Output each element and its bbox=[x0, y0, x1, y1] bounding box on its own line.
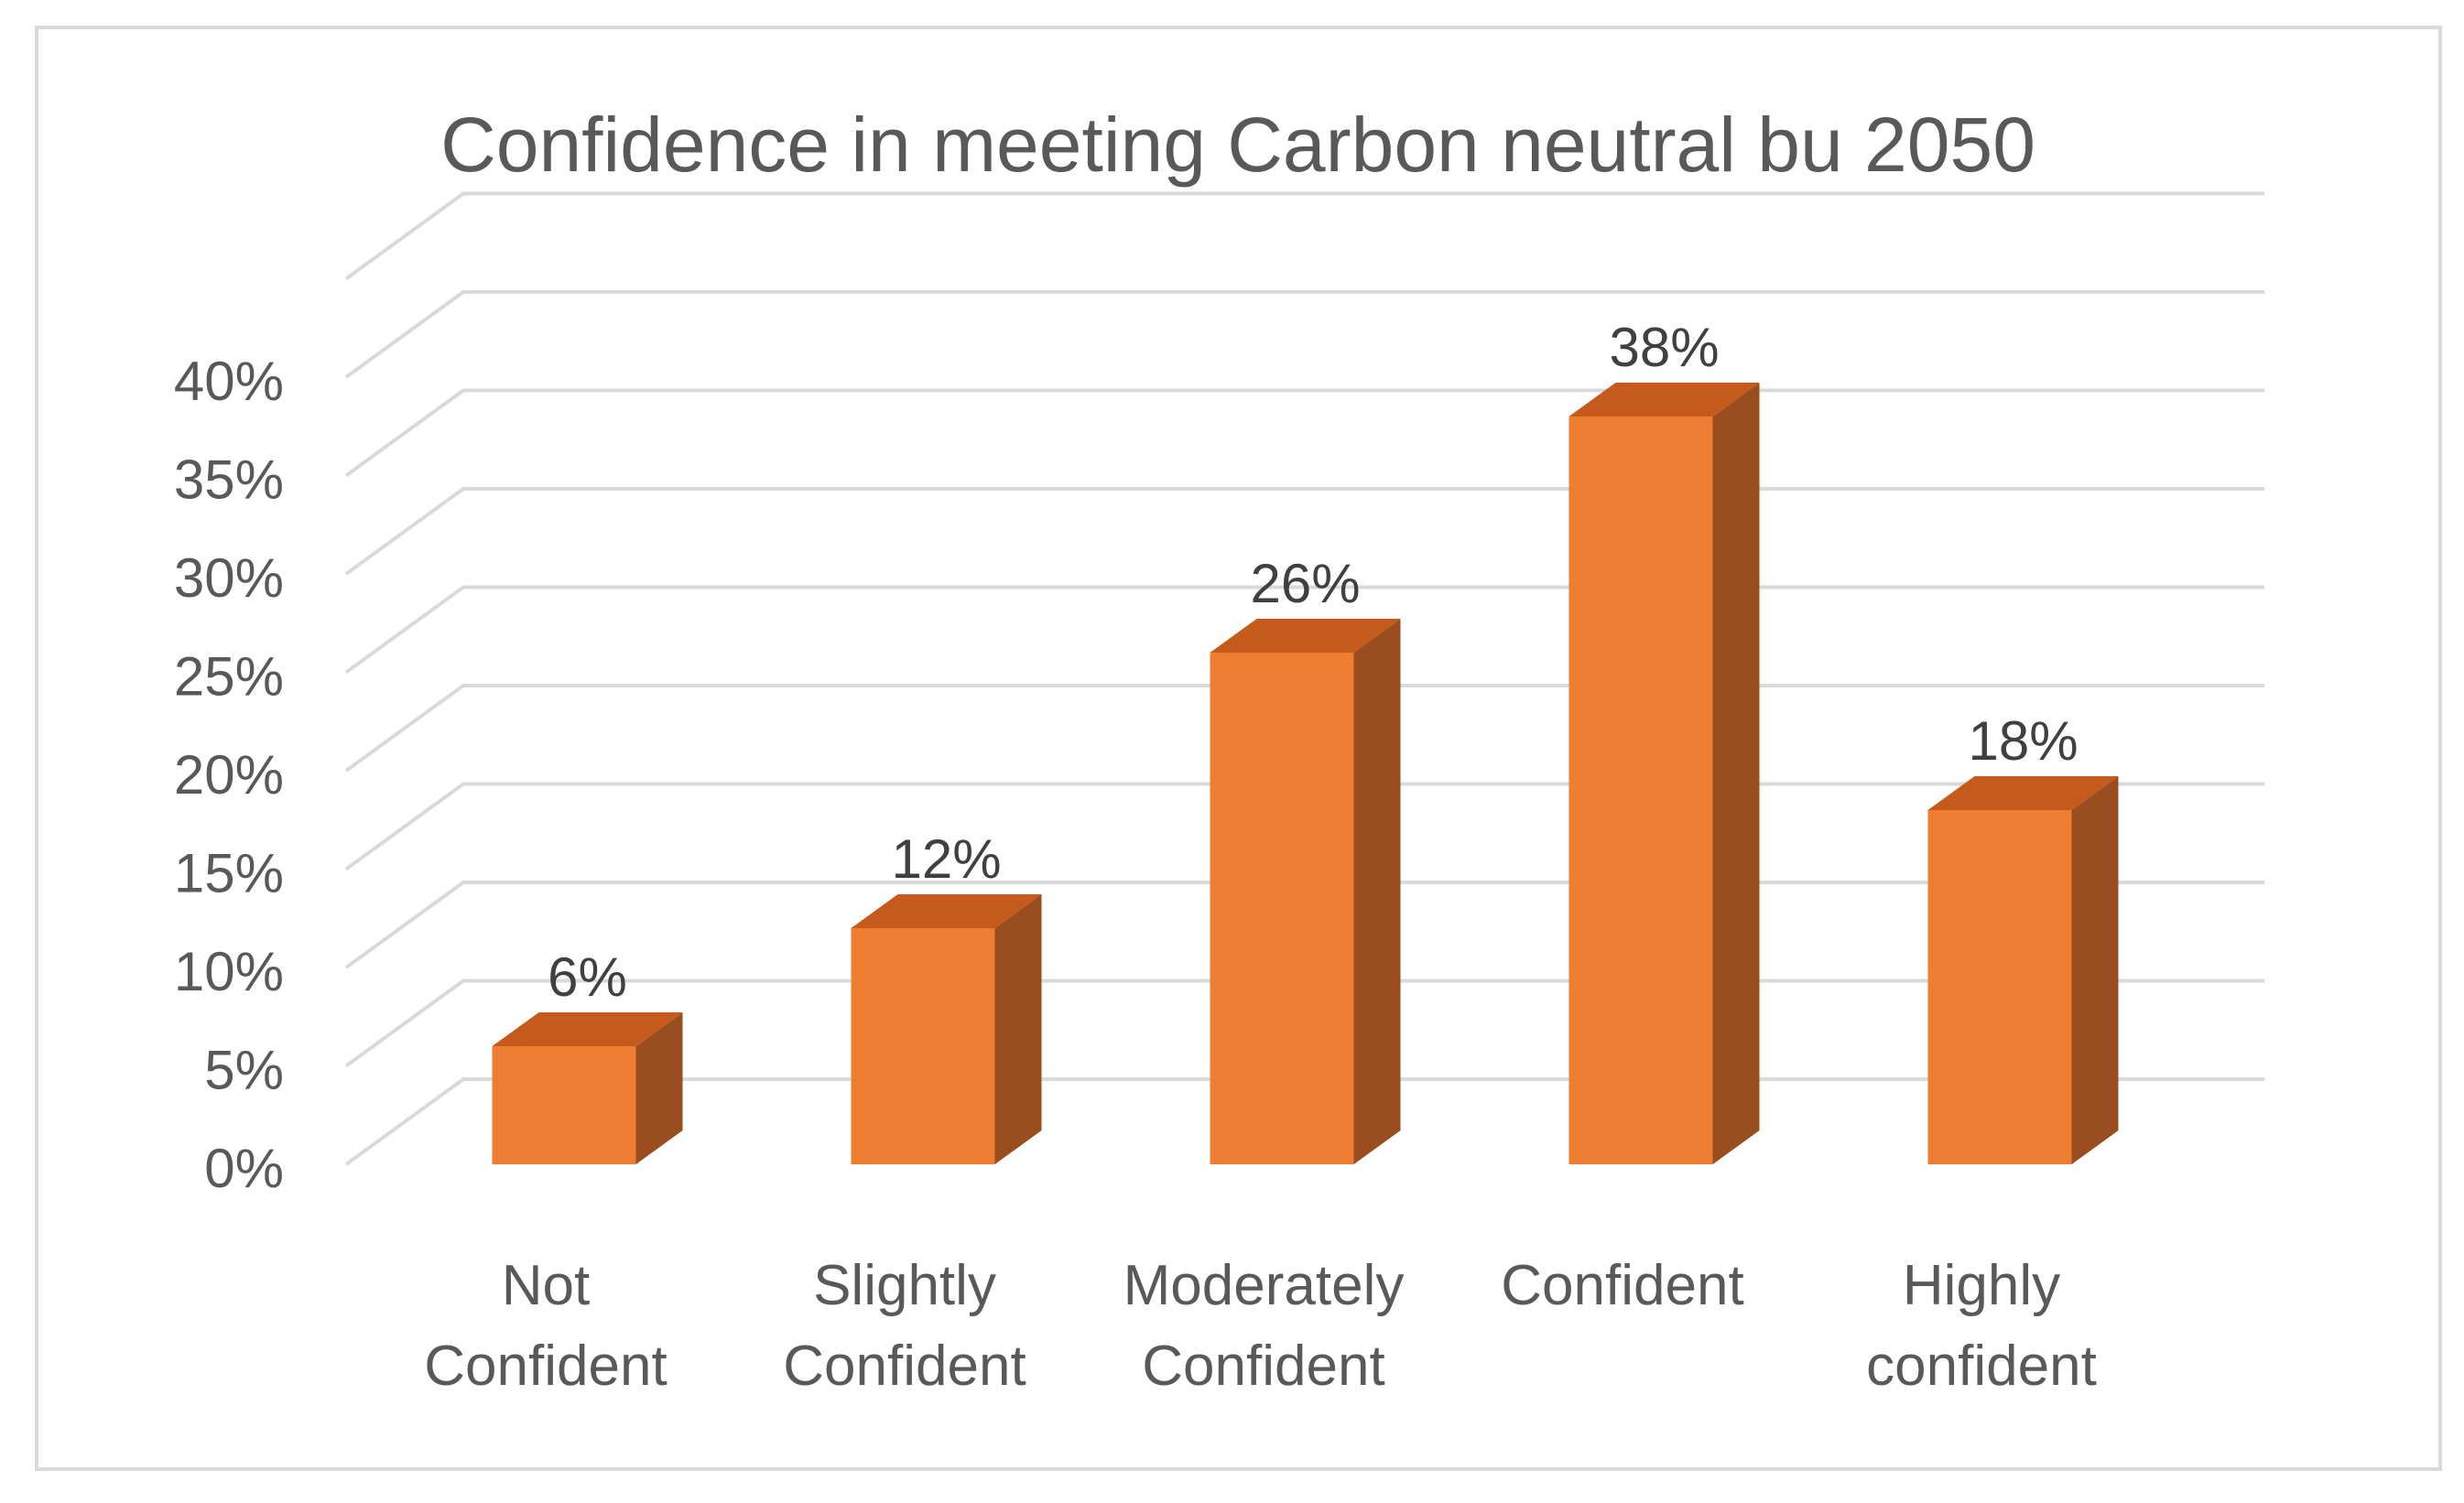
bar bbox=[1210, 619, 1401, 1164]
data-label: 12% bbox=[891, 828, 1001, 890]
x-tick-line: Confident bbox=[1142, 1335, 1384, 1398]
x-tick-label: Slightly Confident bbox=[783, 1254, 1026, 1398]
bar-front bbox=[1568, 416, 1713, 1164]
x-tick-line: Confident bbox=[783, 1335, 1026, 1398]
data-label: 38% bbox=[1609, 317, 1719, 378]
x-tick-line: confident bbox=[1866, 1335, 2097, 1398]
gridline bbox=[344, 191, 2264, 281]
x-tick-line: Confident bbox=[1501, 1254, 1743, 1317]
bar-side bbox=[1712, 383, 1760, 1164]
x-tick-line: Slightly bbox=[813, 1254, 996, 1317]
bar-top bbox=[492, 1012, 683, 1046]
x-tick-label: Not Confident bbox=[424, 1254, 667, 1398]
x-tick-label: Confident bbox=[1501, 1254, 1743, 1317]
bar bbox=[1568, 383, 1760, 1164]
data-labels: 6% 12% 26% 38% 18% bbox=[548, 317, 2078, 1008]
x-tick-line: Confident bbox=[424, 1335, 667, 1398]
x-tick-label: Moderately Confident bbox=[1123, 1254, 1405, 1398]
chart-title: Confidence in meeting Carbon neutral bu … bbox=[440, 102, 2035, 188]
bar bbox=[1927, 776, 2119, 1164]
bar bbox=[851, 894, 1042, 1164]
bar-side bbox=[635, 1012, 683, 1164]
data-label: 18% bbox=[1968, 710, 2078, 772]
bar-side bbox=[2071, 776, 2119, 1164]
y-tick-label: 35% bbox=[174, 449, 284, 511]
y-tick-label: 40% bbox=[174, 351, 284, 412]
gridline bbox=[344, 290, 2264, 379]
x-axis-ticks: Not Confident Slightly Confident Moderately C… bbox=[424, 1254, 2097, 1398]
x-tick-line: Not bbox=[502, 1254, 590, 1317]
y-axis-ticks: 0% 5% 10% 15% 20% 25% 30% 35% 40% bbox=[174, 351, 284, 1199]
bar bbox=[492, 1012, 683, 1164]
x-tick-line: Moderately bbox=[1123, 1254, 1405, 1317]
bars bbox=[492, 383, 2119, 1164]
y-tick-label: 15% bbox=[174, 843, 284, 904]
bar-side bbox=[994, 894, 1042, 1164]
bar-front bbox=[1210, 653, 1354, 1164]
bar-side bbox=[1353, 619, 1401, 1164]
y-tick-label: 5% bbox=[204, 1040, 284, 1101]
x-tick-label: Highly confident bbox=[1866, 1254, 2097, 1398]
x-tick-line: Highly bbox=[1903, 1254, 2060, 1317]
data-label: 6% bbox=[548, 946, 627, 1008]
bar-top bbox=[1927, 776, 2119, 810]
bar-front bbox=[851, 928, 995, 1164]
data-label: 26% bbox=[1250, 553, 1360, 614]
y-tick-label: 30% bbox=[174, 547, 284, 609]
bar-front bbox=[492, 1046, 636, 1164]
y-tick-label: 0% bbox=[204, 1138, 284, 1199]
y-tick-label: 20% bbox=[174, 744, 284, 806]
y-tick-label: 10% bbox=[174, 941, 284, 1002]
bar-top bbox=[851, 894, 1042, 928]
bar-top bbox=[1210, 619, 1401, 653]
y-tick-label: 25% bbox=[174, 646, 284, 708]
bar-top bbox=[1568, 383, 1760, 416]
bar-front bbox=[1927, 810, 2072, 1164]
